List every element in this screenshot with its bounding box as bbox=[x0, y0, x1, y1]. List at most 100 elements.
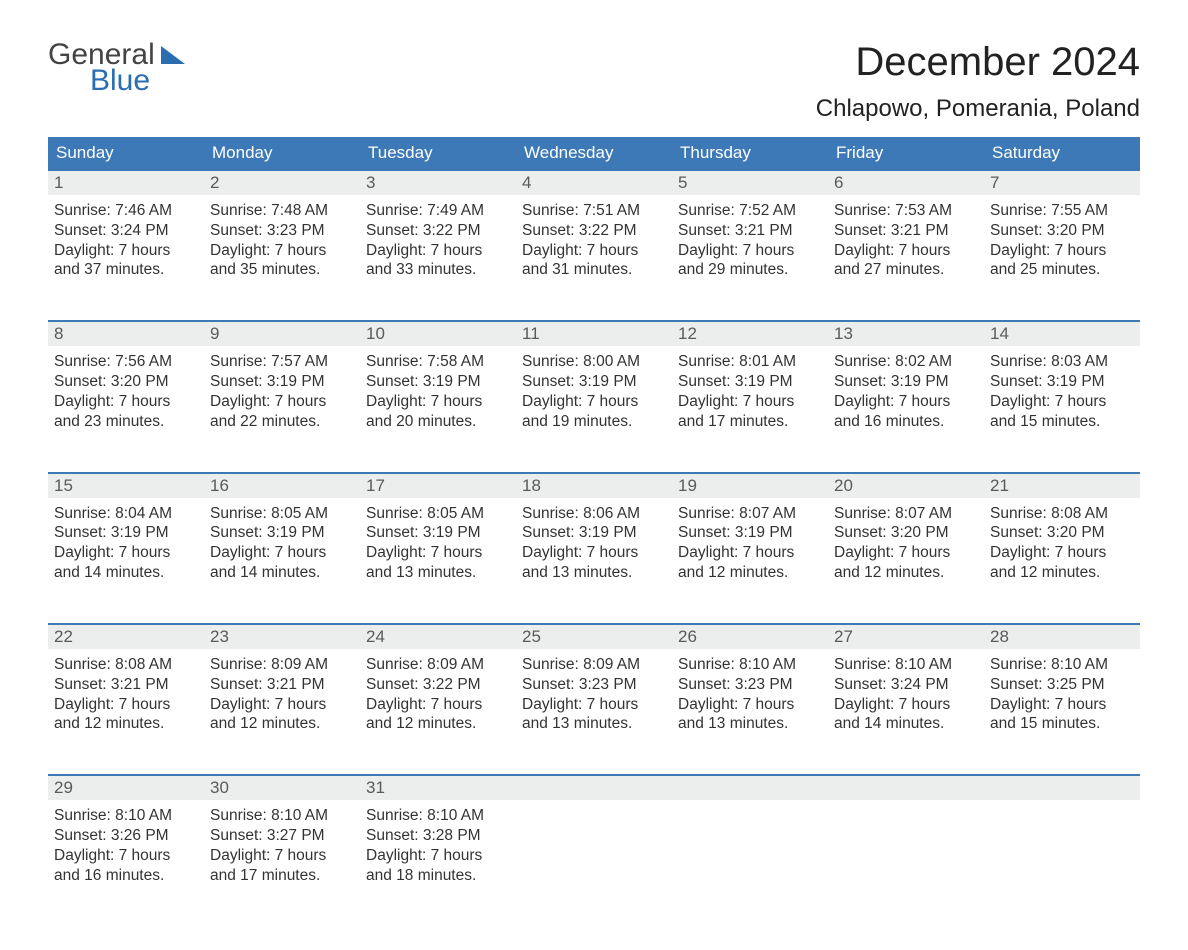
day-cell: Sunrise: 7:46 AMSunset: 3:24 PMDaylight:… bbox=[48, 195, 204, 304]
day-number: 7 bbox=[984, 171, 1140, 195]
day-number: 29 bbox=[48, 776, 204, 800]
daylight-line-1: Daylight: 7 hours bbox=[678, 695, 822, 715]
day-number: 21 bbox=[984, 474, 1140, 498]
daylight-line-2: and 17 minutes. bbox=[210, 866, 354, 886]
day-cell: Sunrise: 8:03 AMSunset: 3:19 PMDaylight:… bbox=[984, 346, 1140, 455]
sunrise-line: Sunrise: 8:01 AM bbox=[678, 352, 822, 372]
daylight-line-1: Daylight: 7 hours bbox=[54, 392, 198, 412]
daylight-line-2: and 13 minutes. bbox=[366, 563, 510, 583]
day-cell: Sunrise: 8:09 AMSunset: 3:22 PMDaylight:… bbox=[360, 649, 516, 758]
sunrise-line: Sunrise: 7:49 AM bbox=[366, 201, 510, 221]
day-cell: Sunrise: 8:10 AMSunset: 3:24 PMDaylight:… bbox=[828, 649, 984, 758]
sunrise-line: Sunrise: 8:03 AM bbox=[990, 352, 1134, 372]
daylight-line-1: Daylight: 7 hours bbox=[54, 241, 198, 261]
sunrise-line: Sunrise: 8:09 AM bbox=[366, 655, 510, 675]
daylight-line-1: Daylight: 7 hours bbox=[990, 392, 1134, 412]
day-cell: Sunrise: 7:56 AMSunset: 3:20 PMDaylight:… bbox=[48, 346, 204, 455]
sunset-line: Sunset: 3:21 PM bbox=[834, 221, 978, 241]
day-number: 1 bbox=[48, 171, 204, 195]
sunrise-line: Sunrise: 8:06 AM bbox=[522, 504, 666, 524]
calendar-week: 15161718192021Sunrise: 8:04 AMSunset: 3:… bbox=[48, 472, 1140, 607]
sunrise-line: Sunrise: 7:56 AM bbox=[54, 352, 198, 372]
day-cell: Sunrise: 7:52 AMSunset: 3:21 PMDaylight:… bbox=[672, 195, 828, 304]
sunrise-line: Sunrise: 8:05 AM bbox=[210, 504, 354, 524]
weekday-header: Thursday bbox=[672, 137, 828, 169]
weekday-header: Wednesday bbox=[516, 137, 672, 169]
calendar-week: 22232425262728Sunrise: 8:08 AMSunset: 3:… bbox=[48, 623, 1140, 758]
day-cell bbox=[984, 800, 1140, 909]
day-number: 15 bbox=[48, 474, 204, 498]
sunrise-line: Sunrise: 8:07 AM bbox=[834, 504, 978, 524]
daylight-line-2: and 15 minutes. bbox=[990, 412, 1134, 432]
sunrise-line: Sunrise: 8:04 AM bbox=[54, 504, 198, 524]
sunrise-line: Sunrise: 7:52 AM bbox=[678, 201, 822, 221]
day-number: 26 bbox=[672, 625, 828, 649]
daylight-line-2: and 14 minutes. bbox=[834, 714, 978, 734]
day-cell: Sunrise: 7:51 AMSunset: 3:22 PMDaylight:… bbox=[516, 195, 672, 304]
daylight-line-1: Daylight: 7 hours bbox=[54, 543, 198, 563]
calendar: Sunday Monday Tuesday Wednesday Thursday… bbox=[48, 137, 1140, 910]
day-number: 24 bbox=[360, 625, 516, 649]
day-cell: Sunrise: 7:48 AMSunset: 3:23 PMDaylight:… bbox=[204, 195, 360, 304]
sunrise-line: Sunrise: 7:53 AM bbox=[834, 201, 978, 221]
sunset-line: Sunset: 3:24 PM bbox=[834, 675, 978, 695]
daylight-line-1: Daylight: 7 hours bbox=[366, 695, 510, 715]
sunset-line: Sunset: 3:19 PM bbox=[366, 372, 510, 392]
sunset-line: Sunset: 3:22 PM bbox=[522, 221, 666, 241]
daylight-line-2: and 12 minutes. bbox=[54, 714, 198, 734]
daylight-line-1: Daylight: 7 hours bbox=[522, 543, 666, 563]
sunrise-line: Sunrise: 8:05 AM bbox=[366, 504, 510, 524]
day-number bbox=[672, 776, 828, 800]
sunrise-line: Sunrise: 7:46 AM bbox=[54, 201, 198, 221]
daylight-line-1: Daylight: 7 hours bbox=[990, 695, 1134, 715]
sunrise-line: Sunrise: 8:07 AM bbox=[678, 504, 822, 524]
sunset-line: Sunset: 3:21 PM bbox=[210, 675, 354, 695]
calendar-week: 1234567Sunrise: 7:46 AMSunset: 3:24 PMDa… bbox=[48, 169, 1140, 304]
sunrise-line: Sunrise: 8:10 AM bbox=[210, 806, 354, 826]
sunrise-line: Sunrise: 8:10 AM bbox=[54, 806, 198, 826]
day-cell: Sunrise: 7:53 AMSunset: 3:21 PMDaylight:… bbox=[828, 195, 984, 304]
sunset-line: Sunset: 3:23 PM bbox=[678, 675, 822, 695]
daylight-line-2: and 20 minutes. bbox=[366, 412, 510, 432]
daylight-line-2: and 17 minutes. bbox=[678, 412, 822, 432]
daylight-line-1: Daylight: 7 hours bbox=[834, 392, 978, 412]
sunrise-line: Sunrise: 7:57 AM bbox=[210, 352, 354, 372]
sunset-line: Sunset: 3:19 PM bbox=[54, 523, 198, 543]
sunset-line: Sunset: 3:26 PM bbox=[54, 826, 198, 846]
daylight-line-2: and 25 minutes. bbox=[990, 260, 1134, 280]
weekday-header: Saturday bbox=[984, 137, 1140, 169]
daylight-line-1: Daylight: 7 hours bbox=[366, 241, 510, 261]
daylight-line-2: and 13 minutes. bbox=[678, 714, 822, 734]
daylight-line-1: Daylight: 7 hours bbox=[54, 846, 198, 866]
weekday-header-row: Sunday Monday Tuesday Wednesday Thursday… bbox=[48, 137, 1140, 169]
sunrise-line: Sunrise: 8:10 AM bbox=[678, 655, 822, 675]
day-number: 4 bbox=[516, 171, 672, 195]
day-cell: Sunrise: 8:07 AMSunset: 3:19 PMDaylight:… bbox=[672, 498, 828, 607]
sunset-line: Sunset: 3:23 PM bbox=[522, 675, 666, 695]
day-number bbox=[516, 776, 672, 800]
day-number: 14 bbox=[984, 322, 1140, 346]
day-number: 17 bbox=[360, 474, 516, 498]
month-title: December 2024 bbox=[816, 40, 1140, 85]
daylight-line-2: and 13 minutes. bbox=[522, 563, 666, 583]
sunset-line: Sunset: 3:22 PM bbox=[366, 675, 510, 695]
daylight-line-2: and 37 minutes. bbox=[54, 260, 198, 280]
calendar-week: 891011121314Sunrise: 7:56 AMSunset: 3:20… bbox=[48, 320, 1140, 455]
sunset-line: Sunset: 3:22 PM bbox=[366, 221, 510, 241]
daylight-line-1: Daylight: 7 hours bbox=[210, 241, 354, 261]
daylight-line-2: and 12 minutes. bbox=[366, 714, 510, 734]
daylight-line-2: and 16 minutes. bbox=[834, 412, 978, 432]
day-number-row: 293031 bbox=[48, 776, 1140, 800]
day-cell: Sunrise: 8:00 AMSunset: 3:19 PMDaylight:… bbox=[516, 346, 672, 455]
day-number: 5 bbox=[672, 171, 828, 195]
daylight-line-1: Daylight: 7 hours bbox=[678, 543, 822, 563]
logo: General Blue bbox=[48, 40, 185, 96]
sunset-line: Sunset: 3:20 PM bbox=[990, 221, 1134, 241]
daylight-line-1: Daylight: 7 hours bbox=[366, 846, 510, 866]
day-cell: Sunrise: 8:10 AMSunset: 3:27 PMDaylight:… bbox=[204, 800, 360, 909]
day-cell: Sunrise: 8:10 AMSunset: 3:28 PMDaylight:… bbox=[360, 800, 516, 909]
sunset-line: Sunset: 3:21 PM bbox=[678, 221, 822, 241]
daylight-line-2: and 29 minutes. bbox=[678, 260, 822, 280]
day-cell: Sunrise: 7:49 AMSunset: 3:22 PMDaylight:… bbox=[360, 195, 516, 304]
day-cell bbox=[516, 800, 672, 909]
